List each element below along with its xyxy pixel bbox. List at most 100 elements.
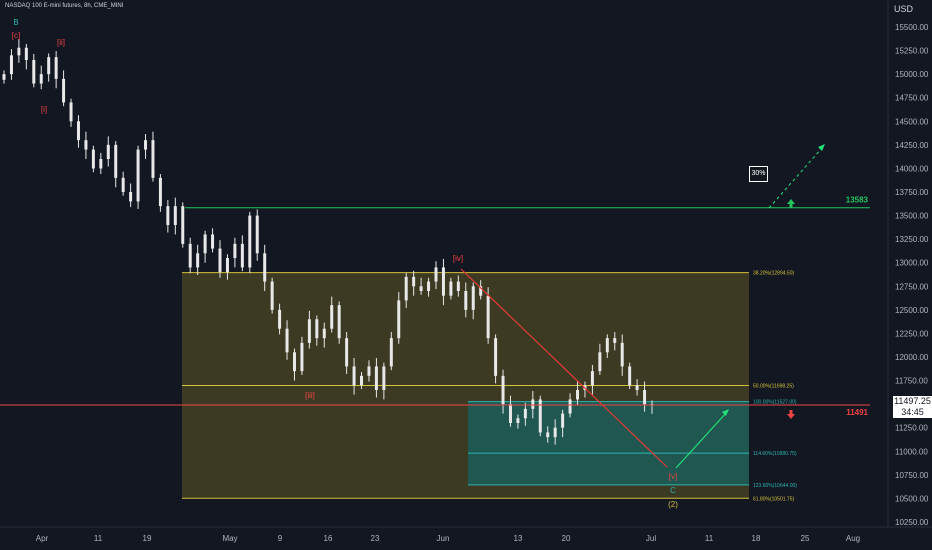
y-tick-label: 14000.00: [895, 164, 929, 173]
candle-body: [211, 234, 215, 249]
candle-body: [315, 319, 319, 339]
candle-body: [471, 286, 475, 310]
candle-body: [129, 192, 133, 202]
candle-body: [620, 342, 624, 367]
candle-body: [76, 121, 80, 141]
y-tick-label: 15500.00: [895, 23, 929, 32]
candle-body: [576, 390, 580, 400]
candle-body: [285, 328, 289, 353]
candle-body: [292, 352, 296, 372]
candle-body: [9, 55, 13, 75]
candle-body: [24, 47, 28, 60]
percent-annotation: 30%: [749, 166, 768, 182]
x-tick-label: 9: [278, 534, 283, 543]
projection-arrow-icon: [722, 409, 729, 416]
candle-body: [508, 404, 512, 423]
y-tick-label: 11000.00: [895, 447, 928, 456]
wave-label: [i]: [41, 105, 47, 114]
candle-body: [523, 408, 527, 419]
fib-label: 100.00%(11527.00): [753, 400, 797, 406]
candle-body: [590, 371, 594, 386]
x-tick-label: 13: [514, 534, 523, 543]
candle-body: [278, 309, 282, 329]
y-tick-label: 12250.00: [895, 329, 929, 338]
candle-body: [158, 177, 162, 207]
candle-body: [456, 281, 460, 291]
candle-body: [218, 248, 222, 273]
fib-label: 114.60%(10980.75): [753, 451, 797, 457]
candle-body: [307, 319, 311, 343]
current-price-tag: 11497.25 34:45: [893, 396, 932, 418]
x-axis: Apr 11 19 May 9 16 23 Jun 13 20 Jul 11 18 25 Aug: [0, 526, 932, 543]
projection-dashed-line: [768, 147, 823, 209]
y-tick-label: 14750.00: [895, 94, 929, 103]
wave-label: [iii]: [305, 391, 315, 400]
candles: [2, 39, 654, 445]
candle-body: [330, 305, 334, 329]
candle-body: [464, 291, 468, 310]
x-tick-label: 18: [752, 534, 761, 543]
candle-body: [568, 399, 572, 414]
candle-body: [54, 57, 58, 79]
x-tick-label: 19: [143, 534, 152, 543]
y-tick-label: 10250.00: [895, 518, 929, 527]
candle-body: [151, 140, 155, 178]
y-tick-label: 13000.00: [895, 259, 929, 268]
candle-body: [352, 366, 356, 386]
candle-body: [628, 366, 632, 386]
x-tick-label: 16: [324, 534, 333, 543]
candle-body: [99, 159, 103, 169]
candle-body: [412, 276, 416, 287]
projection-line: [675, 411, 728, 469]
candle-body: [404, 276, 408, 301]
current-price: 11497.25: [894, 396, 931, 406]
projection-dashed-arrow-icon: [818, 144, 825, 151]
candle-body: [374, 366, 378, 390]
candle-body: [166, 206, 170, 225]
x-tick-label: 20: [562, 534, 571, 543]
y-tick-label: 15250.00: [895, 47, 929, 56]
candle-body: [546, 432, 550, 438]
candle-body: [501, 375, 505, 405]
candle-countdown: 34:45: [901, 407, 924, 417]
fib-label: 38.20%(12894.50): [753, 271, 794, 277]
x-tick-label: May: [222, 534, 237, 543]
candle-body: [69, 102, 73, 122]
candle-body: [337, 305, 341, 339]
candle-body: [553, 427, 557, 438]
y-tick-label: 12750.00: [895, 282, 929, 291]
candle-body: [144, 140, 148, 150]
x-tick-label: Aug: [846, 534, 860, 543]
candle-body: [494, 338, 498, 376]
candle-body: [449, 281, 453, 296]
candle-body: [538, 399, 542, 433]
y-tick-label: 13750.00: [895, 188, 929, 197]
y-tick-label: 11250.00: [895, 424, 928, 433]
x-tick-label: Jul: [646, 534, 656, 543]
fib-levels: 38.20%(12894.50) 50.00%(11698.25) 100.00%(…: [182, 271, 797, 502]
candle-body: [17, 47, 21, 56]
y-tick-label: 10750.00: [895, 471, 929, 480]
candle-body: [322, 328, 326, 339]
wave-label: (2): [668, 500, 678, 509]
candle-body: [136, 149, 140, 202]
candle-body: [434, 267, 438, 282]
candle-body: [441, 267, 445, 296]
x-tick-label: 23: [371, 534, 380, 543]
candle-body: [419, 286, 423, 291]
candle-body: [479, 286, 483, 296]
y-tick-label: 14250.00: [895, 141, 929, 150]
candle-body: [382, 366, 386, 390]
candle-body: [598, 352, 602, 372]
candle-body: [196, 253, 200, 268]
y-tick-label: 13500.00: [895, 212, 929, 221]
up-arrow-icon: [787, 199, 795, 208]
candle-body: [427, 281, 431, 291]
candle-body: [233, 243, 237, 258]
wave-label: B: [13, 18, 18, 27]
candle-body: [345, 338, 349, 367]
y-tick-label: 13250.00: [895, 235, 929, 244]
candle-body: [613, 338, 617, 343]
wave-label: [v]: [669, 472, 677, 481]
